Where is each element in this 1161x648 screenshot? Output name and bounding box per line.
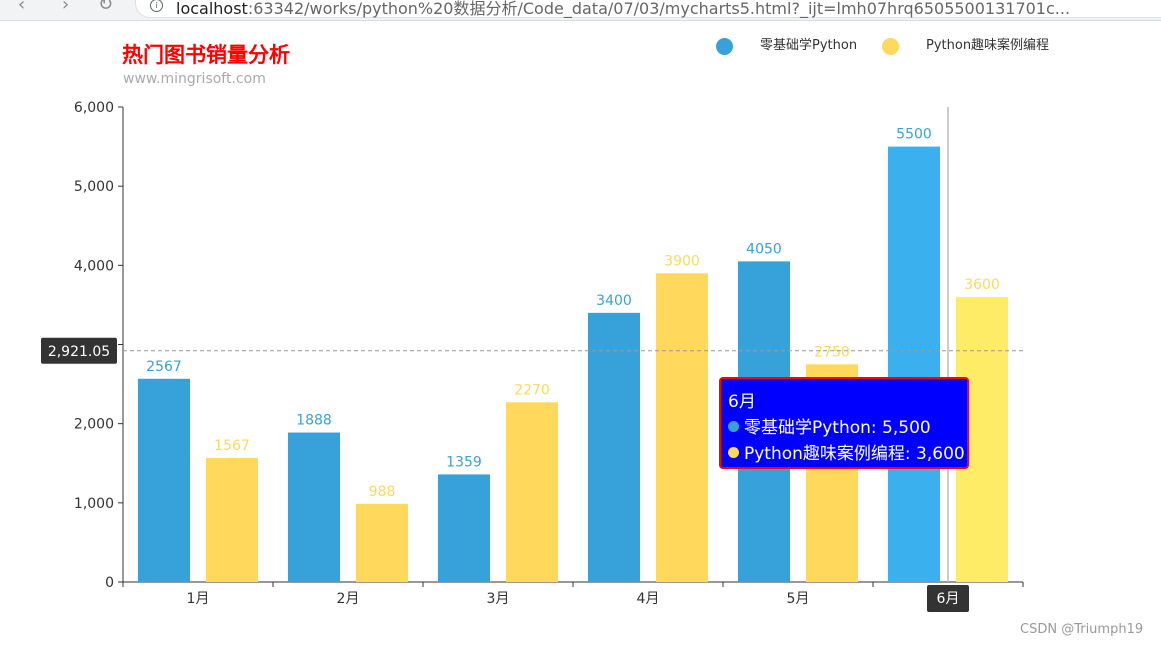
url-host: localhost xyxy=(176,0,248,18)
bar-value-label: 4050 xyxy=(746,241,782,257)
chart-title: 热门图书销量分析 xyxy=(122,43,290,67)
forward-arrow-icon[interactable]: › xyxy=(62,0,70,15)
tooltip-row-text: Python趣味案例编程: 3,600 xyxy=(744,444,965,464)
x-axis-tick-label: 3月 xyxy=(487,591,510,607)
bar-value-label: 3600 xyxy=(964,277,1000,293)
address-bar-text: localhost:63342/works/python%20数据分析/Code… xyxy=(176,0,1070,19)
bar-value-label: 1359 xyxy=(446,454,482,470)
series-marker-icon xyxy=(728,420,739,432)
bar xyxy=(288,432,340,582)
axis-pointer-y-label: 2,921.05 xyxy=(48,344,110,360)
axis-pointer-x-label: 6月 xyxy=(937,591,960,607)
y-axis-tick-label: 0 xyxy=(105,575,114,591)
bar xyxy=(138,378,190,582)
bar-value-label: 988 xyxy=(369,484,396,500)
chart-tooltip: 6月 零基础学Python: 5,500 Python趣味案例编程: 3,600 xyxy=(719,377,969,469)
address-bar[interactable]: i localhost:63342/works/python%20数据分析/Co… xyxy=(135,0,1161,18)
tooltip-title: 6月 xyxy=(728,392,756,412)
legend-marker-icon xyxy=(716,38,733,55)
bar-value-label: 1567 xyxy=(214,438,250,454)
bar-value-label: 5500 xyxy=(896,127,932,143)
x-axis-tick-label: 4月 xyxy=(637,591,660,607)
x-axis-tick-label: 1月 xyxy=(187,591,210,607)
bar xyxy=(506,402,558,582)
series-marker-icon xyxy=(728,446,739,458)
bar-value-label: 2567 xyxy=(146,359,182,375)
legend-label: Python趣味案例编程 xyxy=(926,38,1050,53)
bar xyxy=(888,146,940,583)
y-axis-tick-label: 1,000 xyxy=(74,496,114,512)
tooltip-row-text: 零基础学Python: 5,500 xyxy=(744,418,931,438)
bar-value-label: 2750 xyxy=(814,344,850,360)
chart-subtitle[interactable]: www.mingrisoft.com xyxy=(123,71,266,87)
axis-pointer-x-label-bg xyxy=(927,585,969,612)
reload-icon[interactable]: ↻ xyxy=(98,0,114,15)
bar-value-label: 3900 xyxy=(664,253,700,269)
back-arrow-icon[interactable]: ‹ xyxy=(18,0,26,15)
bar xyxy=(206,457,258,582)
browser-toolbar: ‹ › ↻ i localhost:63342/works/python%20数… xyxy=(0,0,1161,21)
tooltip-row: 零基础学Python: 5,500 xyxy=(728,413,931,438)
x-axis-tick-label: 5月 xyxy=(787,591,810,607)
bar-value-label: 1888 xyxy=(296,413,332,429)
y-axis-tick-label: 6,000 xyxy=(74,100,114,116)
bar-value-label: 3400 xyxy=(596,293,632,309)
url-path: :63342/works/python%20数据分析/Code_data/07/… xyxy=(247,0,1071,18)
tooltip-row: Python趣味案例编程: 3,600 xyxy=(728,439,965,464)
legend-marker-icon xyxy=(882,38,899,55)
bar xyxy=(438,474,490,582)
axis-pointer-y-label-bg xyxy=(41,337,117,364)
bar xyxy=(656,273,708,582)
y-axis-tick-label: 2,000 xyxy=(74,417,114,433)
watermark: CSDN @Triumph19 xyxy=(1020,622,1144,637)
bar-value-label: 2270 xyxy=(514,382,550,398)
legend-label: 零基础学Python xyxy=(760,38,858,53)
info-icon[interactable]: i xyxy=(150,0,163,12)
y-axis-tick-label: 5,000 xyxy=(74,179,114,195)
y-axis-tick-label: 4,000 xyxy=(74,258,114,274)
bar xyxy=(356,503,408,582)
bar xyxy=(588,312,640,582)
x-axis-tick-label: 2月 xyxy=(337,591,360,607)
